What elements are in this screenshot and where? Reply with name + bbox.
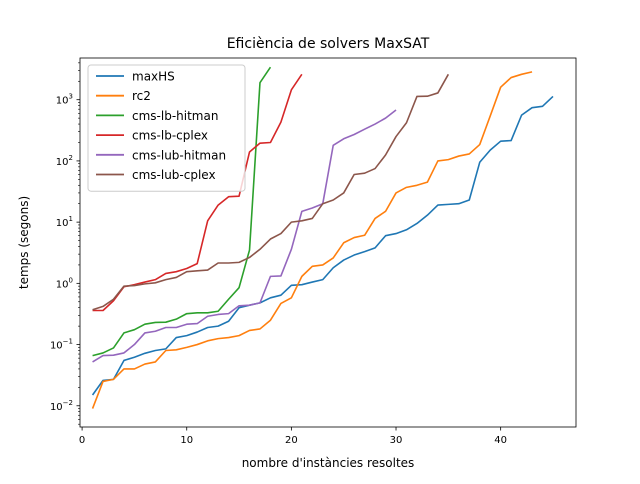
series-line-cms-lub-hitman (92, 109, 397, 363)
y-tick-label: 10−2 (50, 399, 73, 413)
y-tick-label: 101 (56, 215, 73, 229)
x-tick-label: 20 (285, 435, 298, 446)
legend-label-rc2: rc2 (132, 89, 151, 103)
y-tick-label: 10−1 (50, 338, 73, 352)
series-lines (91, 66, 554, 409)
legend-label-cms-lub-cplex: cms-lub-cplex (132, 168, 216, 182)
y-minor-ticks (78, 62, 80, 425)
x-axis-label: nombre d'instàncies resoltes (242, 456, 415, 470)
y-axis-label: temps (segons) (17, 196, 31, 289)
axes-frame (79, 57, 577, 428)
series-line-cms-lub-cplex (92, 73, 450, 311)
y-tick-label: 102 (56, 154, 73, 168)
chart-title: Eficiència de solvers MaxSAT (227, 36, 430, 52)
axis-ticks: 0 10 20 30 40 10−2 10−1 100 101 102 103 (50, 62, 507, 446)
legend-label-cms-lb-hitman: cms-lb-hitman (132, 109, 218, 123)
x-tick-label: 30 (390, 435, 403, 446)
legend-label-maxhs: maxHS (132, 70, 175, 84)
legend-box (87, 64, 246, 192)
legend-label-cms-lub-hitman: cms-lub-hitman (132, 148, 226, 162)
x-tick-label: 10 (180, 435, 193, 446)
legend-label-cms-lb-cplex: cms-lb-cplex (132, 129, 208, 143)
series-line-maxhs (91, 95, 554, 396)
y-tick-label: 103 (56, 93, 73, 107)
x-tick-label: 40 (494, 435, 507, 446)
legend: maxHS rc2 cms-lb-hitman cms-lb-cplex cms-lub… (87, 64, 246, 192)
series-line-rc2 (91, 71, 533, 409)
series-line-cms-lb-hitman (92, 66, 272, 357)
y-tick-label: 100 (56, 276, 73, 290)
x-tick-label: 0 (79, 435, 85, 446)
